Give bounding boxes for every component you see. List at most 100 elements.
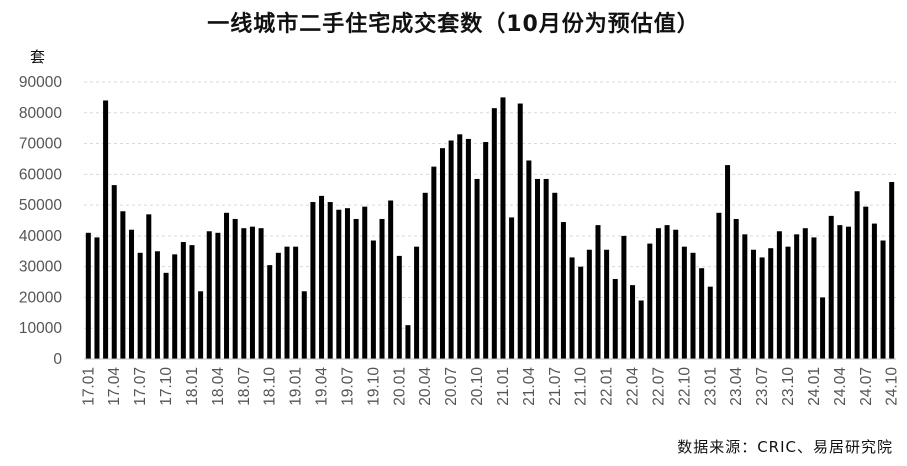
x-tick-label: 17.01: [80, 367, 97, 406]
bar-21.11: [586, 249, 592, 359]
bar-17.11: [172, 254, 178, 359]
bar-17.03: [103, 100, 109, 359]
bar-20.05: [431, 166, 437, 359]
bar-19.12: [388, 200, 394, 359]
x-tick-label: 21.04: [521, 367, 538, 406]
bar-22.10: [681, 246, 687, 359]
bar-20.01: [396, 255, 402, 359]
bar-22.07: [655, 228, 661, 359]
y-tick-label: 60000: [19, 166, 62, 183]
bar-19.01: [293, 246, 299, 359]
bar-18.10: [267, 265, 273, 359]
x-tick-label: 24.01: [806, 367, 823, 406]
bar-17.10: [163, 272, 169, 359]
bar-23.04: [733, 218, 739, 359]
bar-22.12: [699, 268, 705, 359]
bar-22.09: [673, 229, 679, 359]
bar-22.05: [638, 300, 644, 359]
bar-21.08: [560, 222, 566, 359]
bar-18.05: [224, 212, 230, 359]
bar-17.12: [180, 242, 186, 359]
x-tick-label: 20.07: [443, 367, 460, 406]
x-axis-ticks: 17.01 17.04 17.07 17.10 18.01 18.04 18.07 18.10…: [80, 367, 900, 406]
bar-22.06: [647, 243, 653, 359]
x-tick-label: 23.01: [702, 367, 719, 406]
bar-19.07: [344, 208, 350, 359]
bar-17.05: [120, 211, 126, 359]
x-tick-label: 17.07: [132, 367, 149, 406]
bar-21.06: [543, 178, 549, 359]
bar-18.11: [275, 252, 281, 359]
bar-19.04: [319, 195, 325, 359]
y-axis-ticks: 0 10000 20000 30000 40000 50000 60000 70000 8000…: [19, 74, 62, 368]
bar-23.06: [750, 249, 756, 359]
bar-19.06: [336, 209, 342, 359]
bar-17.06: [129, 229, 135, 359]
x-tick-label: 19.07: [339, 367, 356, 406]
bar-17.08: [146, 214, 152, 359]
bar-19.11: [379, 218, 385, 359]
x-tick-label: 20.10: [469, 367, 486, 406]
bar-23.10: [785, 246, 791, 359]
y-tick-label: 70000: [19, 136, 62, 153]
x-tick-label: 22.10: [676, 367, 693, 406]
bar-18.03: [206, 231, 212, 359]
bar-17.02: [94, 237, 100, 359]
x-tick-label: 22.01: [599, 367, 616, 406]
bar-18.09: [258, 228, 264, 359]
x-tick-label: 17.10: [158, 367, 175, 406]
bar-17.04: [111, 185, 117, 359]
bar-20.11: [483, 142, 489, 359]
x-tick-label: 18.01: [184, 367, 201, 406]
y-tick-label: 20000: [19, 289, 62, 306]
bar-21.07: [552, 192, 558, 359]
bar-20.02: [405, 325, 411, 359]
bar-21.04: [526, 160, 532, 359]
x-tick-label: 21.01: [495, 367, 512, 406]
chart-title: 一线城市二手住宅成交套数（10月份为预估值）: [207, 12, 700, 37]
bar-21.05: [535, 178, 541, 359]
x-tick-label: 24.07: [858, 367, 875, 406]
x-tick-label: 24.04: [832, 367, 849, 406]
bar-21.03: [517, 103, 523, 360]
y-tick-label: 80000: [19, 105, 62, 122]
x-tick-label: 23.07: [754, 367, 771, 406]
bar-19.05: [327, 202, 333, 359]
bar-19.10: [370, 240, 376, 359]
bar-17.07: [137, 252, 143, 359]
x-tick-label: 21.07: [547, 367, 564, 406]
bar-20.04: [422, 192, 428, 359]
bar-22.02: [612, 278, 618, 359]
bar-21.01: [500, 97, 506, 359]
x-tick-label: 20.01: [391, 367, 408, 406]
bar-19.02: [301, 291, 307, 359]
y-tick-label: 50000: [19, 197, 62, 214]
x-tick-label: 18.04: [210, 367, 227, 406]
bar-21.12: [595, 225, 601, 359]
x-tick-label: 22.04: [625, 367, 642, 406]
bar-19.09: [362, 206, 368, 359]
bar-24.04: [837, 225, 843, 359]
x-tick-label: 21.10: [573, 367, 590, 406]
y-axis-unit-label: 套: [30, 48, 46, 66]
bar-23.02: [716, 212, 722, 359]
y-tick-label: 90000: [19, 74, 62, 91]
bar-23.07: [759, 257, 765, 359]
y-tick-label: 10000: [19, 320, 62, 337]
bar-18.08: [249, 226, 255, 359]
bar-24.02: [820, 297, 826, 359]
bar-24.06: [854, 191, 860, 359]
bar-24.09: [880, 240, 886, 359]
bar-22.01: [604, 249, 610, 359]
bar-24.01: [811, 237, 817, 359]
bar-17.09: [154, 251, 160, 359]
x-tick-label: 19.01: [288, 367, 305, 406]
x-tick-label: 19.10: [365, 367, 382, 406]
bar-20.06: [439, 148, 445, 359]
bar-24.08: [871, 223, 877, 359]
gridlines: [84, 81, 896, 329]
bar-19.03: [310, 202, 316, 359]
bar-18.12: [284, 246, 290, 359]
bar-24.10: [889, 182, 895, 359]
